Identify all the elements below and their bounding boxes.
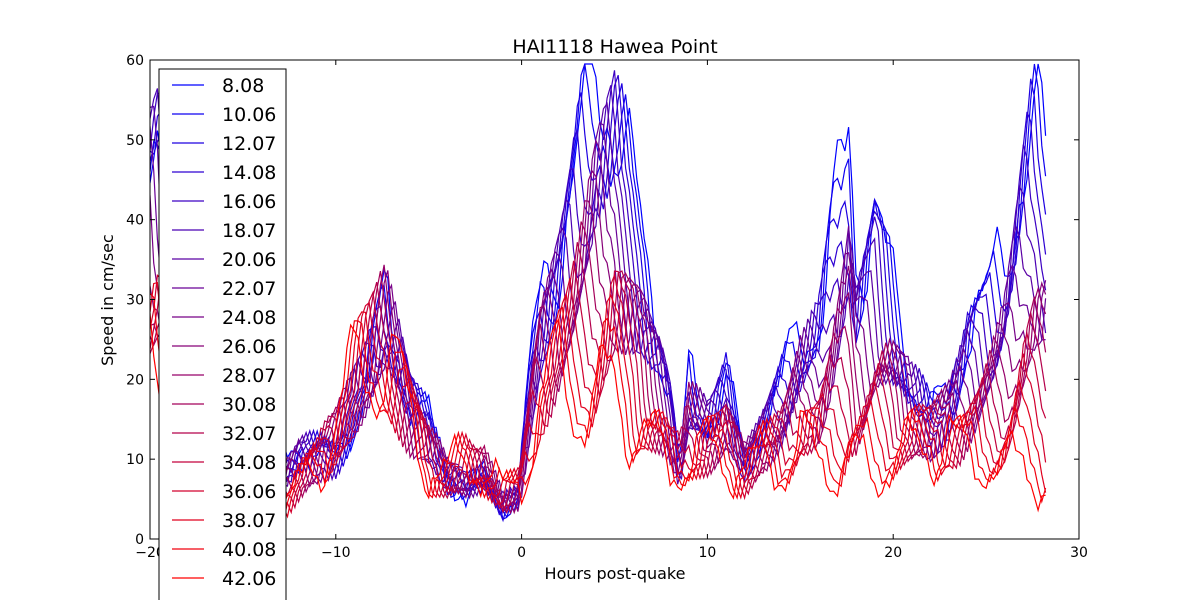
y-tick-label: 0: [135, 532, 144, 548]
chart-title: HAI1118 Hawea Point: [512, 36, 717, 58]
plot-lines: [150, 63, 1047, 527]
legend-label: 36.06: [222, 481, 276, 503]
series-line-16.06: [150, 70, 1047, 515]
y-tick-label: 30: [126, 293, 144, 309]
legend-label: 16.06: [222, 191, 276, 213]
y-tick-label: 50: [126, 133, 144, 149]
series-line-38.07: [150, 281, 1047, 519]
legend-label: 34.08: [222, 452, 276, 474]
axis-ticks: −20 −10 0 10 20 30 0 10 20 30 40 50 60: [126, 53, 1088, 561]
legend: 8.08 10.06 12.07 14.08 16.06 18.07 20.06 22.07 2…: [158, 68, 287, 600]
x-tick-label: 30: [1070, 545, 1088, 561]
legend-label: 14.08: [222, 162, 276, 184]
series-line-28.07: [150, 200, 1047, 519]
legend-label: 20.06: [222, 249, 276, 271]
series-line-42.06: [150, 312, 1046, 527]
x-tick-label: 20: [884, 545, 902, 561]
legend-label: 22.07: [222, 278, 276, 300]
legend-label: 32.07: [222, 423, 276, 445]
x-tick-label: 10: [698, 545, 716, 561]
legend-label: 10.06: [222, 104, 276, 126]
x-tick-label: 0: [517, 545, 526, 561]
series-line-22.07: [150, 122, 1047, 516]
series-line-12.07: [150, 78, 1047, 523]
legend-box: [158, 68, 287, 600]
x-axis-label: Hours post-quake: [545, 564, 686, 583]
legend-label: 38.07: [222, 510, 276, 532]
legend-label: 26.06: [222, 336, 276, 358]
legend-label: 30.08: [222, 394, 276, 416]
legend-label: 28.07: [222, 365, 276, 387]
y-tick-label: 60: [126, 53, 144, 69]
series-line-40.08: [150, 292, 1047, 523]
series-line-32.07: [150, 242, 1047, 518]
series-line-30.08: [150, 221, 1047, 520]
x-tick-label: −10: [321, 545, 351, 561]
y-tick-label: 10: [126, 452, 144, 468]
x-tick-label: −20: [135, 545, 165, 561]
legend-label: 8.08: [222, 75, 264, 97]
y-tick-label: 20: [126, 372, 144, 388]
legend-label: 40.08: [222, 539, 276, 561]
legend-label: 12.07: [222, 133, 276, 155]
series-line-34.08: [150, 260, 1047, 516]
legend-label: 24.08: [222, 307, 276, 329]
legend-label: 18.07: [222, 220, 276, 242]
y-axis-label: Speed in cm/sec: [98, 234, 117, 366]
y-tick-label: 40: [126, 213, 144, 229]
legend-label: 42.06: [222, 568, 276, 590]
